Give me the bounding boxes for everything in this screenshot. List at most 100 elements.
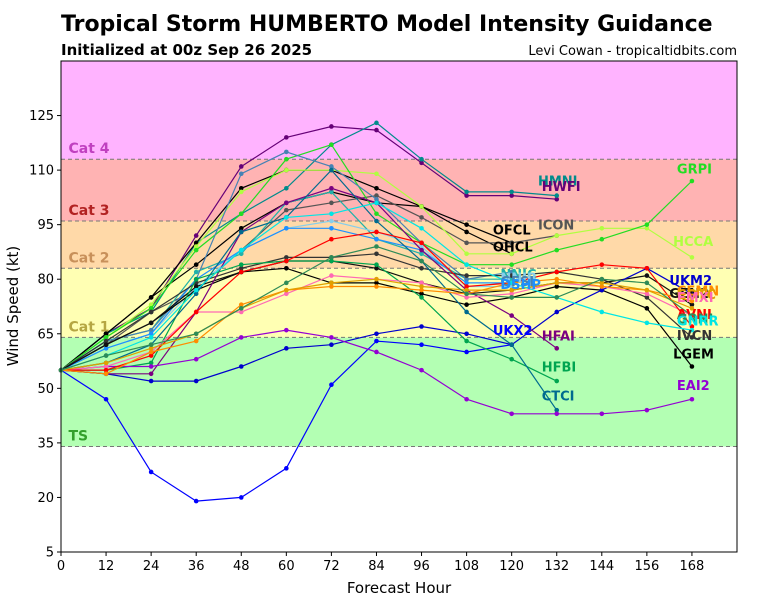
data-point-emxi bbox=[238, 309, 244, 315]
data-point-hwfi bbox=[238, 164, 244, 169]
data-point-ivcn bbox=[284, 255, 289, 260]
data-point-avni bbox=[103, 367, 109, 373]
data-point-gnrr bbox=[329, 211, 334, 217]
data-point-eai2 bbox=[148, 364, 154, 369]
data-point-hfbi bbox=[329, 258, 334, 264]
data-point-grpi bbox=[329, 142, 334, 147]
data-point-grpi bbox=[284, 156, 289, 162]
y-tick-label: 65 bbox=[37, 327, 54, 342]
data-point-avni bbox=[464, 284, 469, 289]
data-point-ukm2 bbox=[554, 309, 560, 315]
y-axis-ticks: 5 20 35 50 65 80 95 110 125 bbox=[29, 109, 61, 561]
data-point-ivcn bbox=[509, 273, 514, 278]
data-point-hmni bbox=[554, 193, 560, 198]
data-point-ctci bbox=[554, 407, 560, 413]
data-point-ukm2 bbox=[148, 378, 154, 384]
data-point-gnrr bbox=[238, 247, 244, 253]
data-point-hfbi bbox=[509, 356, 514, 362]
data-point-hfbi bbox=[374, 262, 379, 267]
data-point-cotc bbox=[103, 360, 109, 366]
data-point-emxi bbox=[419, 280, 424, 286]
data-point-grni bbox=[193, 331, 199, 337]
model-label-gfsi: GFSI bbox=[500, 275, 534, 290]
model-label-hfai: HFAI bbox=[542, 330, 575, 345]
y-tick-label: 35 bbox=[37, 436, 54, 451]
data-point-gnrr bbox=[464, 262, 469, 267]
y-tick-label: 20 bbox=[37, 491, 54, 506]
data-point-cemn bbox=[148, 349, 154, 355]
data-point-avni bbox=[374, 229, 379, 235]
data-point-dshp bbox=[148, 331, 154, 337]
data-point-icon bbox=[374, 193, 379, 198]
data-point-grpi bbox=[148, 306, 154, 311]
data-point-grpi bbox=[103, 335, 109, 340]
model-label-hwfi: HWFI bbox=[542, 180, 581, 195]
data-point-grpi bbox=[238, 211, 244, 217]
data-point-avni bbox=[284, 258, 289, 264]
data-point-ukm2 bbox=[329, 342, 334, 347]
data-point-grpi bbox=[644, 222, 650, 227]
data-point-eai2 bbox=[419, 367, 424, 373]
model-label-dshp: DSHP bbox=[500, 278, 541, 293]
data-point-ukx2 bbox=[148, 469, 154, 475]
data-point-dshp bbox=[374, 236, 379, 242]
data-point-cotc bbox=[464, 287, 469, 293]
data-point-ctci bbox=[464, 309, 469, 315]
data-point-gen2 bbox=[103, 342, 109, 347]
data-point-dshp bbox=[284, 226, 289, 231]
x-tick-label: 156 bbox=[634, 559, 659, 574]
data-point-avni bbox=[238, 269, 244, 275]
data-point-eai2 bbox=[509, 411, 514, 417]
data-point-nnic bbox=[509, 276, 514, 282]
data-point-ivcn bbox=[238, 266, 244, 271]
data-point-ctci bbox=[374, 218, 379, 224]
x-tick-label: 12 bbox=[98, 559, 115, 574]
data-point-cotc bbox=[329, 280, 334, 286]
data-point-ohcl bbox=[464, 222, 469, 227]
data-point-hfai bbox=[509, 313, 514, 318]
data-point-avni bbox=[599, 262, 605, 267]
data-point-ctci bbox=[509, 342, 514, 347]
data-point-nnib bbox=[419, 244, 424, 249]
data-point-emxi bbox=[644, 291, 650, 297]
data-point-ofcl bbox=[374, 185, 379, 191]
data-point-hmni bbox=[284, 185, 289, 191]
data-point-gen2 bbox=[689, 302, 695, 307]
data-point-hcca bbox=[509, 251, 514, 257]
data-point-ofcl bbox=[193, 240, 199, 246]
data-point-hcca bbox=[419, 204, 424, 209]
data-point-hcca bbox=[599, 226, 605, 231]
data-point-hmni bbox=[509, 189, 514, 195]
data-point-nnic bbox=[329, 189, 334, 195]
data-point-cotc bbox=[374, 276, 379, 282]
data-point-hcca bbox=[554, 233, 560, 238]
data-point-hfai bbox=[554, 346, 560, 351]
model-label-ofcl: OFCL bbox=[493, 223, 531, 238]
data-point-ukx2 bbox=[419, 342, 424, 347]
model-label-cotc: COTC bbox=[677, 288, 716, 303]
data-point-grpi bbox=[689, 178, 695, 184]
data-point-lgem bbox=[284, 266, 289, 271]
data-point-hfai bbox=[148, 371, 154, 377]
series-eai2 bbox=[58, 327, 695, 417]
data-point-grni bbox=[329, 255, 334, 260]
data-point-ukm2 bbox=[599, 287, 605, 293]
band-label-cat-4: Cat 4 bbox=[69, 141, 110, 157]
data-point-hfai bbox=[329, 185, 334, 191]
data-point-gfsi bbox=[509, 269, 514, 275]
model-label-nnib: NNIB bbox=[500, 271, 537, 286]
data-point-grpi bbox=[554, 247, 560, 253]
data-point-lgem bbox=[554, 284, 560, 289]
data-point-icon bbox=[419, 215, 424, 220]
data-point-icon bbox=[329, 200, 334, 206]
data-point-grni bbox=[509, 295, 514, 300]
data-point-hmni bbox=[374, 120, 379, 126]
data-point-gfsi bbox=[329, 164, 334, 169]
band-label-cat-3: Cat 3 bbox=[69, 203, 110, 219]
data-point-eai2 bbox=[238, 335, 244, 340]
chart-title: Tropical Storm HUMBERTO Model Intensity … bbox=[61, 12, 713, 37]
data-point-avni bbox=[329, 236, 334, 242]
data-point-cotc bbox=[419, 284, 424, 289]
data-point-hcca bbox=[464, 251, 469, 257]
